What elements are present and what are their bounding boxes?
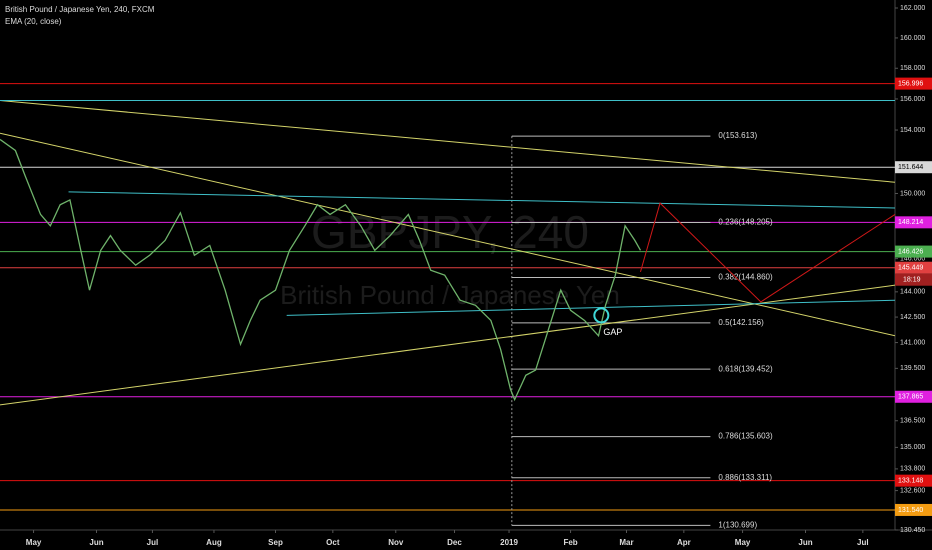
x-tick-label: Jul: [147, 538, 159, 547]
trend-line: [286, 299, 896, 316]
x-tick-label: Sep: [268, 538, 283, 547]
price-badge: [895, 161, 932, 174]
price-badge-label: 137.865: [898, 394, 923, 401]
y-tick-label: 135.000: [900, 444, 925, 451]
fib-label: 0(153.613): [718, 131, 757, 140]
trend-line: [68, 191, 896, 209]
y-tick-label: 133.800: [900, 466, 925, 473]
x-tick-label: May: [26, 538, 42, 547]
x-tick-label: Nov: [388, 538, 404, 547]
y-tick-label: 156.000: [900, 96, 925, 103]
price-badge: [895, 216, 932, 229]
price-badge-label: 146.426: [898, 248, 923, 255]
price-badge-label: 148.214: [898, 219, 923, 226]
gap-label: GAP: [603, 327, 622, 337]
countdown-badge: [895, 273, 932, 286]
price-badge-label: 156.996: [898, 80, 923, 87]
x-tick-label: Feb: [563, 538, 577, 547]
trend-line: [0, 284, 896, 406]
price-badge-label: 145.449: [898, 265, 923, 272]
x-tick-label: May: [735, 538, 751, 547]
price-line: [0, 138, 642, 402]
y-tick-label: 136.500: [900, 418, 925, 425]
x-tick-label: Mar: [619, 538, 633, 547]
fib-label: 0.236(148.205): [718, 218, 773, 227]
y-tick-label: 139.500: [900, 365, 925, 372]
price-badge-label: 133.148: [898, 478, 923, 485]
y-tick-label: 160.000: [900, 35, 925, 42]
fib-label: 0.382(144.860): [718, 273, 773, 282]
trend-line: [0, 99, 896, 183]
fib-label: 0.786(135.603): [718, 432, 773, 441]
y-tick-label: 158.000: [900, 65, 925, 72]
x-tick-label: Dec: [447, 538, 462, 547]
fib-label: 1(130.699): [718, 521, 757, 530]
y-tick-label: 154.000: [900, 127, 925, 134]
y-tick-label: 141.000: [900, 339, 925, 346]
trend-line: [640, 202, 896, 303]
price-badge: [895, 390, 932, 403]
chart-title: British Pound / Japanese Yen, 240, FXCM: [5, 5, 155, 14]
price-badge: [895, 77, 932, 90]
y-tick-label: 132.600: [900, 487, 925, 494]
price-badge: [895, 503, 932, 516]
price-badge-label: 151.644: [898, 164, 923, 171]
countdown: 18:19: [903, 277, 921, 284]
price-badge: [895, 474, 932, 487]
price-badge: [895, 261, 932, 274]
indicator-label: EMA (20, close): [5, 17, 62, 26]
y-tick-label: 162.000: [900, 5, 925, 12]
y-tick-label: 142.500: [900, 314, 925, 321]
y-tick-label: 146.000: [900, 255, 925, 262]
x-tick-label: Jun: [89, 538, 103, 547]
watermark: GBPJPY, 240: [311, 206, 589, 258]
x-tick-label: Apr: [677, 538, 691, 547]
y-tick-label: 144.000: [900, 289, 925, 296]
fib-label: 0.618(139.452): [718, 364, 773, 373]
gap-marker: [593, 307, 610, 324]
x-tick-label: Jun: [798, 538, 812, 547]
trend-line: [0, 132, 896, 337]
x-tick-label: Jul: [857, 538, 869, 547]
x-tick-label: 2019: [500, 538, 518, 547]
price-badge-label: 131.540: [898, 507, 923, 514]
x-tick-label: Oct: [326, 538, 340, 547]
fib-label: 0.886(133.311): [718, 473, 772, 482]
fib-label: 0.5(142.156): [718, 318, 764, 327]
x-tick-label: Aug: [206, 538, 222, 547]
y-tick-label: 150.000: [900, 190, 925, 197]
y-tick-label: 130.450: [900, 527, 925, 534]
price-badge: [895, 245, 932, 258]
